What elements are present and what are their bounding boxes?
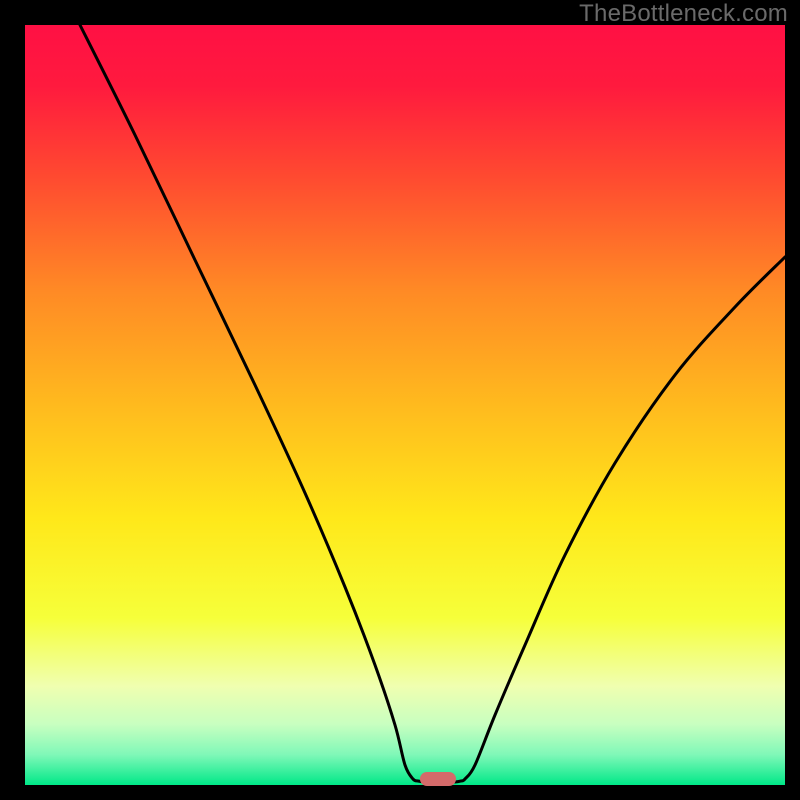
plot-area	[25, 25, 785, 785]
optimal-marker	[420, 772, 456, 786]
watermark: TheBottleneck.com	[579, 0, 788, 28]
bottleneck-curve	[25, 25, 785, 785]
chart-container: TheBottleneck.com	[0, 0, 800, 800]
